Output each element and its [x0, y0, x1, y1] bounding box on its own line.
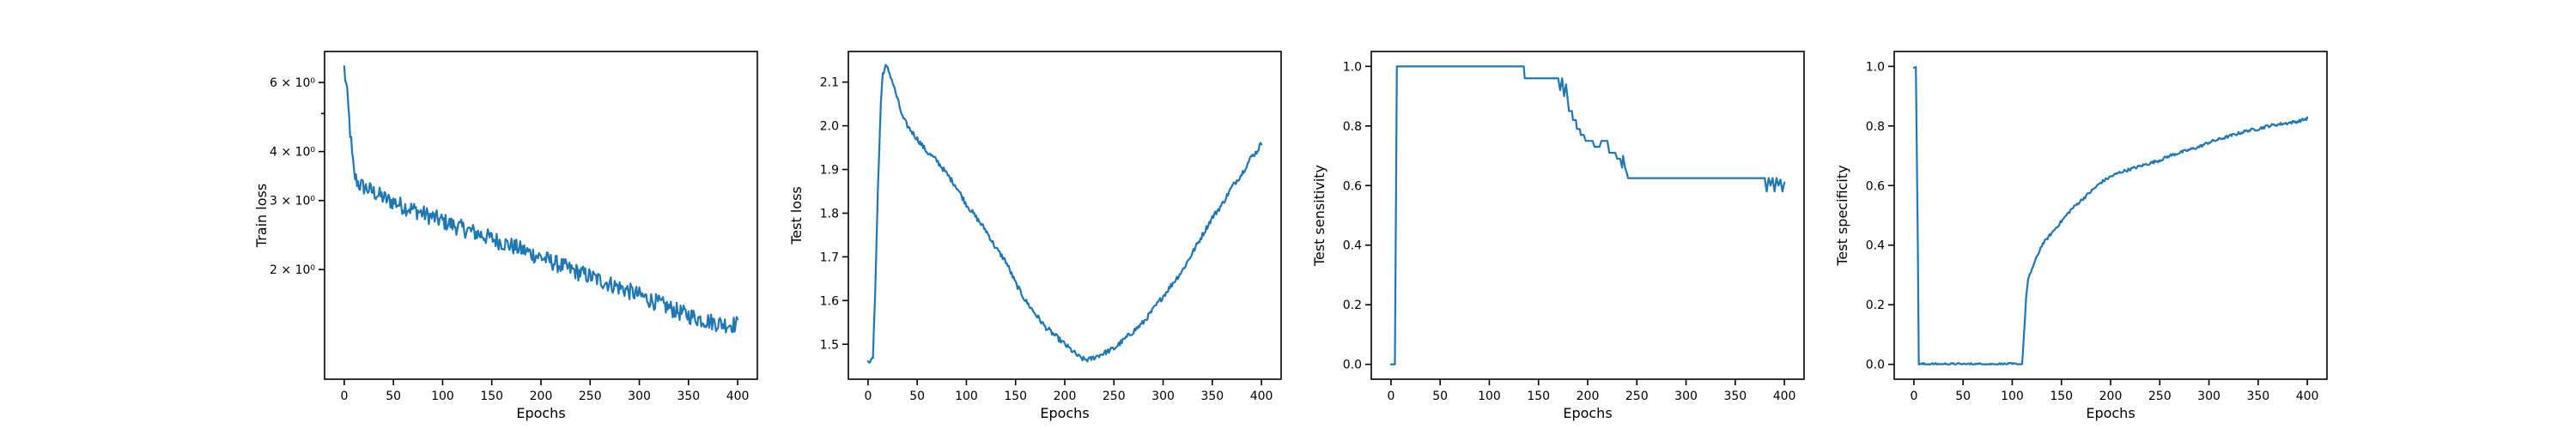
x-axis-label: Epochs: [1040, 405, 1089, 421]
x-tick-label: 200: [1577, 390, 1600, 403]
x-tick-label: 300: [628, 390, 651, 403]
x-tick-label: 50: [1955, 390, 1971, 403]
x-tick-label: 250: [1103, 390, 1126, 403]
y-tick-label: 2.0: [820, 120, 839, 134]
y-tick-label: 0.6: [1866, 179, 1885, 193]
x-tick-label: 350: [1200, 390, 1224, 403]
x-tick-label: 350: [2246, 390, 2269, 403]
y-tick-label: 0.2: [1343, 299, 1362, 312]
x-tick-label: 150: [2050, 390, 2073, 403]
x-tick-label: 150: [1527, 390, 1550, 403]
x-tick-label: 400: [2296, 390, 2319, 403]
plot-frame: [1370, 51, 1805, 380]
x-tick-label: 250: [1625, 390, 1649, 403]
x-tick-label: 0: [864, 390, 872, 403]
series-line-3-1: [1389, 65, 1786, 366]
y-tick-label: 4 × 10⁰: [270, 146, 315, 160]
y-tick-label: 1.9: [820, 164, 839, 178]
series-line-1-1: [343, 65, 739, 334]
x-tick-label: 0: [1387, 390, 1394, 403]
x-axis-label: Epochs: [516, 405, 565, 421]
y-tick-label: 2.1: [820, 76, 839, 90]
x-axis-label: Epochs: [1563, 405, 1612, 421]
chart-panel-1: 0 50 100 150 200 250 300 350 400 2 × 10⁰ 3 × 10⁰ 4 …: [253, 51, 758, 421]
x-tick-label: 250: [579, 390, 602, 403]
x-tick-label: 150: [1004, 390, 1027, 403]
x-tick-label: 100: [955, 390, 978, 403]
x-tick-label: 50: [1432, 390, 1448, 403]
x-tick-label: 400: [1250, 390, 1273, 403]
y-tick-label: 6 × 10⁰: [270, 76, 315, 90]
chart-panel-2: 0 50 100 150 200 250 300 350 400 1.5 1.6 1.7 1.8 1.9 2…: [788, 51, 1282, 421]
x-tick-label: 200: [1054, 390, 1077, 403]
y-tick-label: 1.7: [820, 251, 839, 264]
x-tick-label: 0: [340, 390, 348, 403]
x-tick-label: 100: [1478, 390, 1501, 403]
x-tick-label: 200: [2099, 390, 2123, 403]
x-tick-label: 300: [1674, 390, 1698, 403]
x-tick-label: 100: [431, 390, 454, 403]
x-axis-label: Epochs: [2086, 405, 2135, 421]
y-tick-label: 1.8: [820, 207, 839, 221]
x-tick-label: 350: [677, 390, 700, 403]
x-tick-label: 50: [909, 390, 925, 403]
chart-panel-3: 0 50 100 150 200 250 300 350 400 0.0 0.2 0.4 0.6 0.8 1…: [1311, 51, 1805, 421]
series-line-4-1: [1912, 65, 2309, 366]
y-tick-label: 0.6: [1343, 179, 1362, 193]
x-tick-label: 100: [2001, 390, 2024, 403]
y-tick-label: 0.8: [1866, 120, 1885, 134]
y-tick-label: 0.0: [1866, 359, 1885, 372]
x-tick-label: 250: [2148, 390, 2172, 403]
y-axis-label: Train loss: [253, 184, 270, 248]
x-tick-label: 400: [1773, 390, 1796, 403]
y-axis-label: Test loss: [788, 186, 805, 245]
y-tick-label: 0.4: [1343, 239, 1362, 253]
x-tick-label: 300: [2197, 390, 2221, 403]
y-tick-label: 0.0: [1343, 359, 1362, 372]
x-tick-label: 400: [726, 390, 750, 403]
y-tick-label: 0.4: [1866, 239, 1885, 253]
x-tick-label: 350: [1723, 390, 1747, 403]
y-axis-label: Test specificity: [1834, 165, 1850, 266]
x-tick-label: 150: [480, 390, 503, 403]
y-tick-label: 2 × 10⁰: [270, 263, 315, 277]
x-tick-label: 50: [386, 390, 401, 403]
chart-panel-4: 0 50 100 150 200 250 300 350 400 0.0 0.2 0.4 0.6 0.8 1…: [1834, 51, 2328, 421]
y-tick-label: 1.6: [820, 294, 839, 308]
series-line-2-1: [866, 63, 1263, 364]
plot-frame: [324, 51, 758, 380]
x-tick-label: 0: [1910, 390, 1917, 403]
plot-frame: [1893, 51, 2328, 380]
y-tick-label: 3 × 10⁰: [270, 195, 315, 208]
x-tick-label: 200: [530, 390, 553, 403]
y-tick-label: 0.2: [1866, 299, 1885, 312]
y-tick-label: 1.0: [1343, 60, 1362, 74]
y-axis-label: Test sensitivity: [1311, 165, 1327, 267]
y-tick-label: 1.5: [820, 338, 839, 352]
y-tick-label: 0.8: [1343, 120, 1362, 134]
x-tick-label: 300: [1151, 390, 1175, 403]
y-tick-label: 1.0: [1866, 60, 1885, 74]
plot-frame: [848, 51, 1282, 380]
